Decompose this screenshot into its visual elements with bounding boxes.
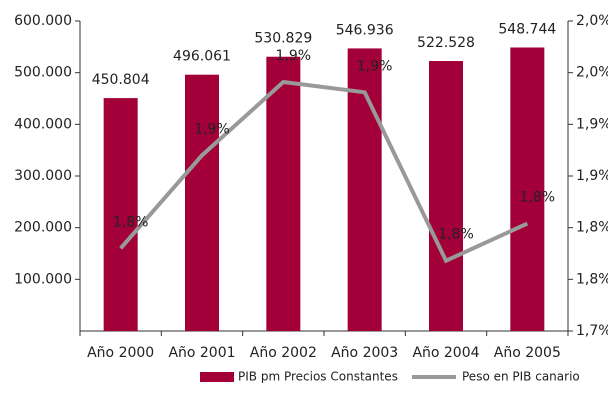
x-tick-label: Año 2002 [250, 345, 317, 361]
bar-value-label: 548.744 [498, 21, 556, 37]
y-tick-label: 600.000 [14, 13, 72, 29]
y2-tick-label: 1,9% [576, 168, 608, 184]
bar [510, 47, 545, 331]
y2-tick-label: 2,0% [576, 65, 608, 81]
bar [429, 61, 463, 332]
y2-tick-label: 1,8% [576, 271, 608, 287]
y-tick-label: 300.000 [14, 168, 72, 184]
line-value-label: 1,9% [357, 58, 393, 74]
y2-tick-label: 1,7% [576, 323, 608, 339]
bar-value-label: 496.061 [173, 49, 231, 65]
bar-value-label: 546.936 [336, 22, 394, 38]
line [119, 79, 529, 264]
line-value-label: 1,8% [438, 227, 474, 243]
legend-label: Peso en PIB canario [462, 370, 580, 384]
x-tick-label: Año 2003 [331, 345, 398, 361]
line-value-label: 1,8% [520, 190, 556, 206]
bar [103, 98, 138, 332]
bar [266, 56, 301, 332]
y2-tick-label: 1,8% [576, 220, 608, 236]
x-tick-label: Año 2004 [412, 345, 479, 361]
y2-tick-label: 2,0% [576, 13, 608, 29]
y2-tick-label: 1,9% [576, 116, 608, 132]
bar-value-label: 530.829 [254, 31, 312, 47]
bar-value-label: 450.804 [92, 72, 150, 88]
legend-label: PIB pm Precios Constantes [238, 370, 398, 384]
x-tick-label: Año 2000 [87, 345, 154, 361]
line-value-label: 1,9% [194, 121, 230, 137]
x-tick-label: Año 2001 [168, 345, 235, 361]
legend-swatch [200, 372, 234, 382]
x-tick-label: Año 2005 [494, 345, 561, 361]
bar-value-label: 522.528 [417, 35, 475, 51]
y-tick-label: 100.000 [14, 271, 72, 287]
y-tick-label: 200.000 [14, 220, 72, 236]
line-value-label: 1,8% [113, 214, 149, 230]
line-value-label: 1,9% [276, 48, 312, 64]
y-tick-label: 400.000 [14, 116, 72, 132]
y-tick-label: 500.000 [14, 65, 72, 81]
bar [185, 74, 219, 332]
